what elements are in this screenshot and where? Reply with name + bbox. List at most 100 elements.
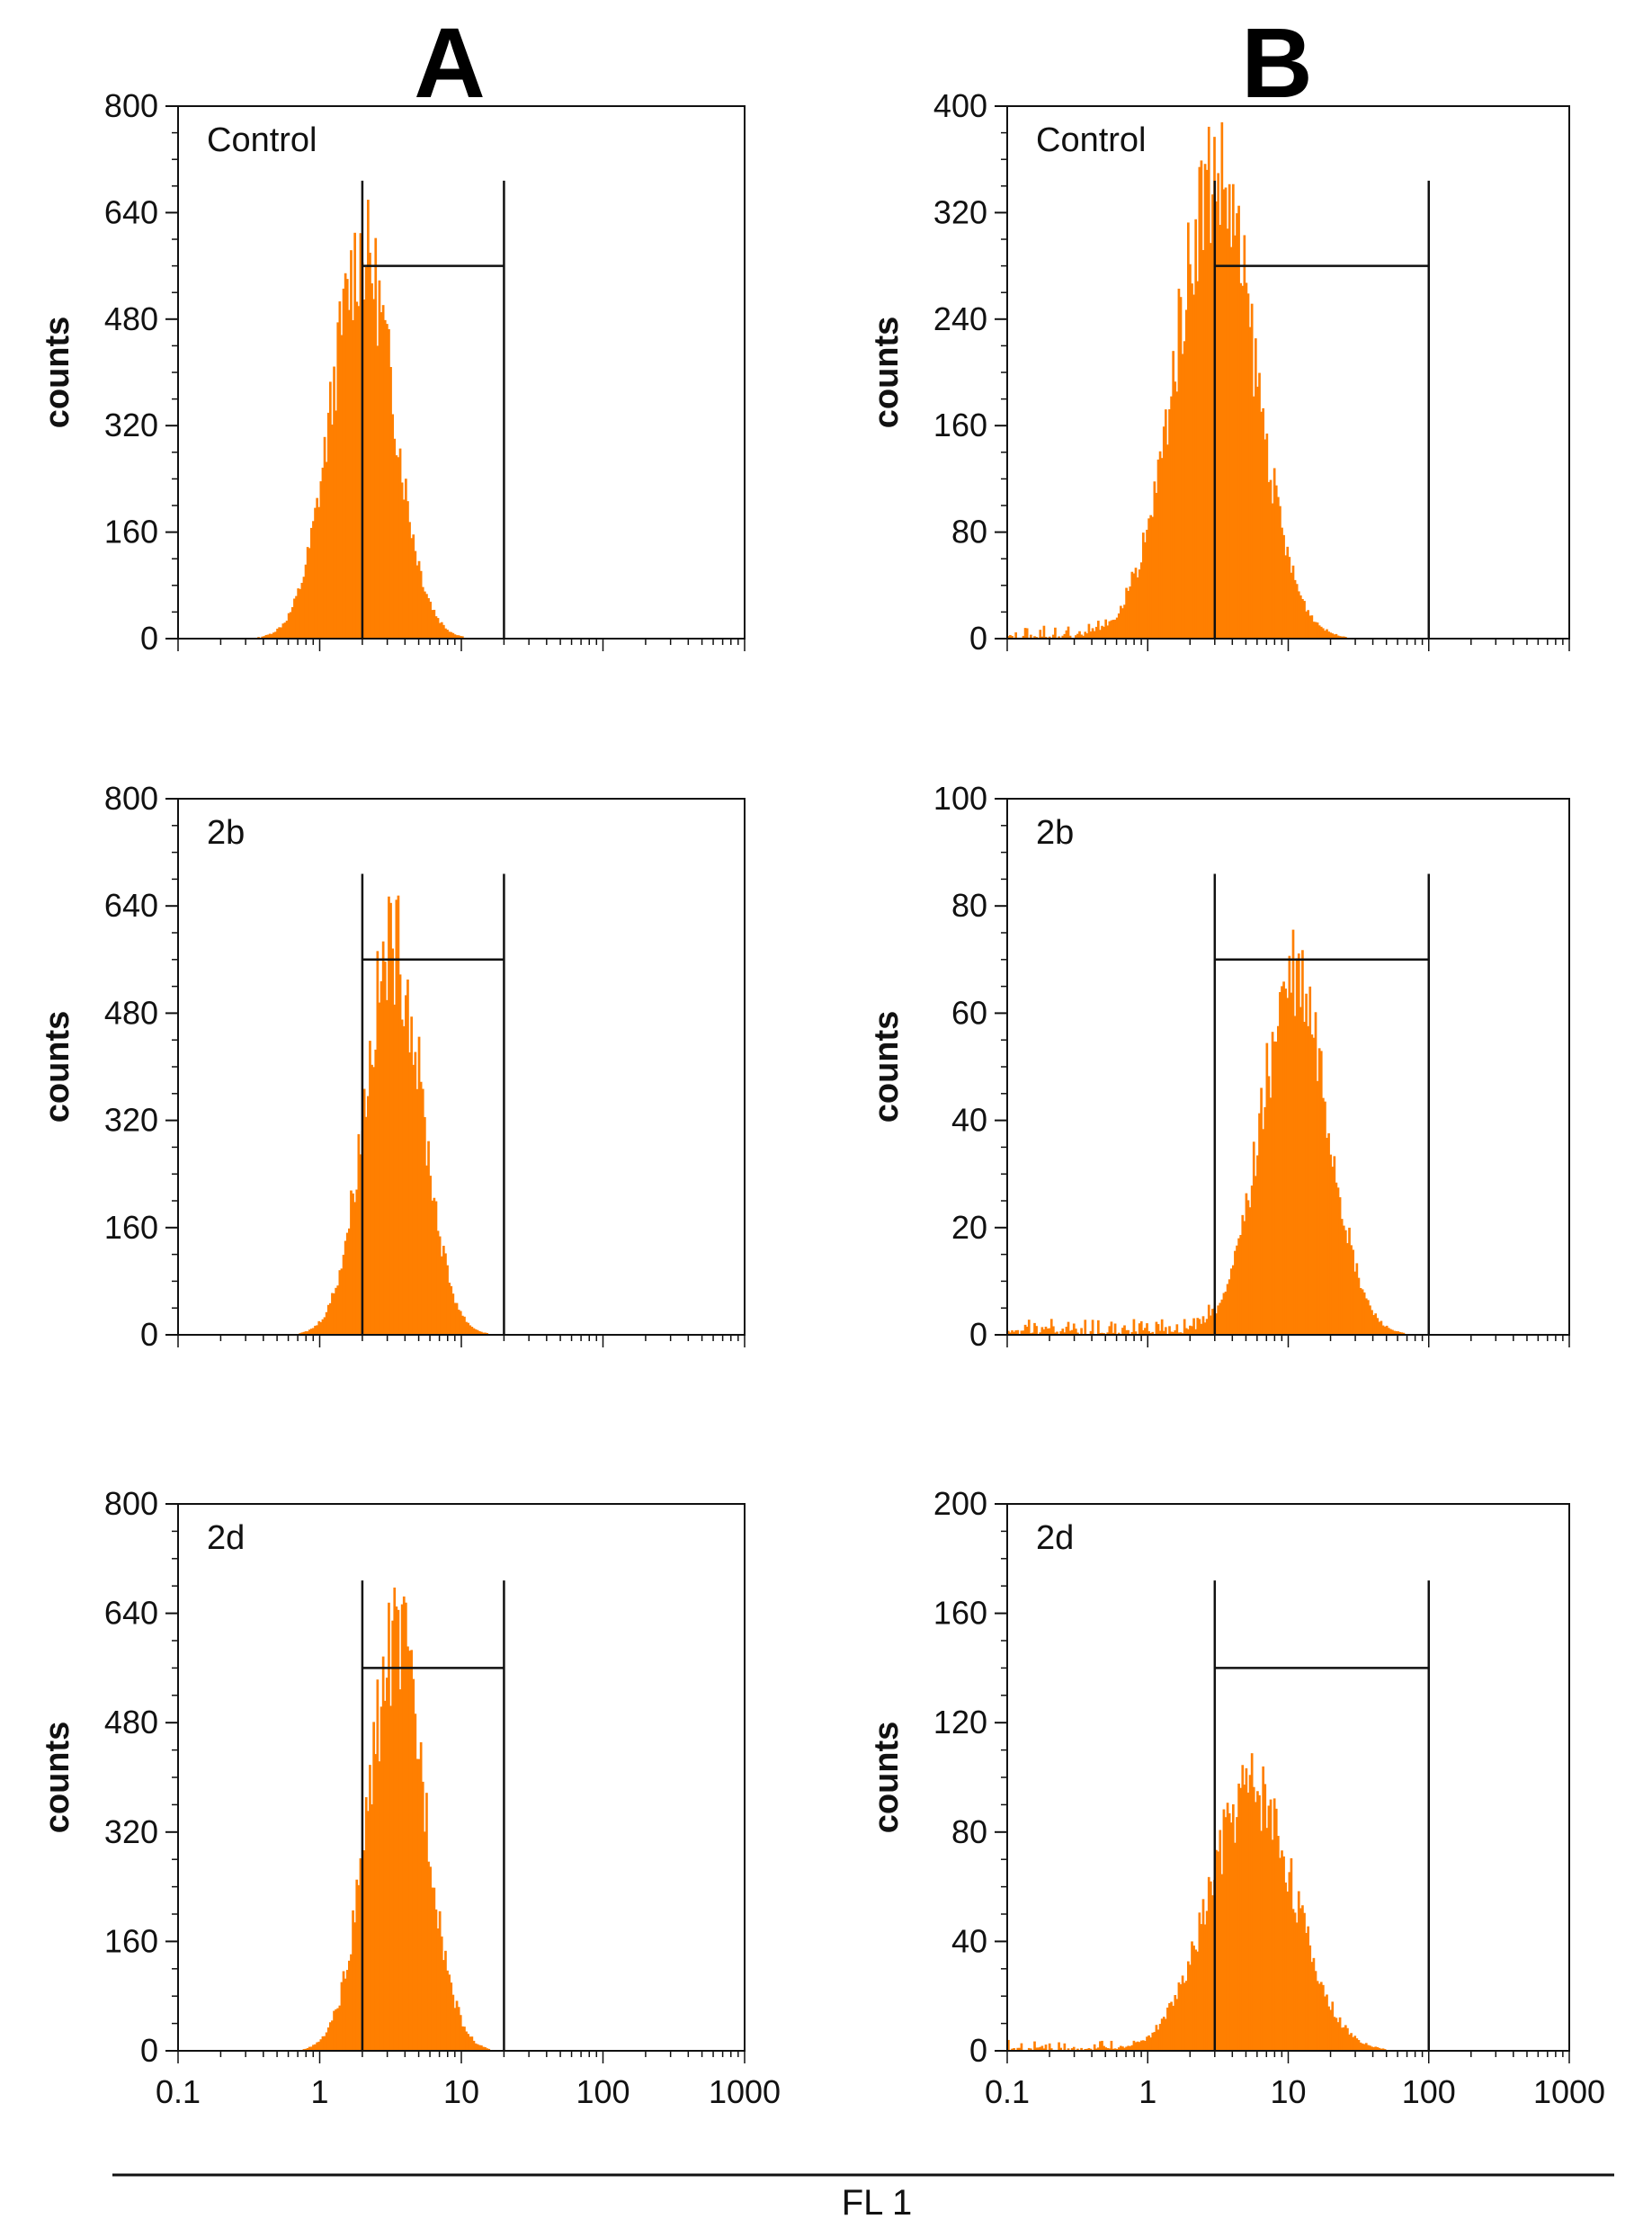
histogram-bar [1228,1279,1231,1335]
histogram-bar [364,266,368,639]
histogram-bar [1260,411,1263,639]
histogram-bar [268,633,272,639]
histogram-bar [1139,1320,1143,1335]
y-tick-label: 160 [104,1209,158,1246]
histogram-bar [397,895,400,1335]
histogram-bar [1269,1799,1272,2051]
histogram-bar [367,200,370,639]
histogram-bar [1248,1207,1252,1335]
y-tick-label: 800 [104,780,158,817]
y-tick-label: 0 [140,1316,158,1353]
histogram-bar [1087,623,1091,639]
histogram-bar [414,1051,417,1335]
histogram-bar [1103,2045,1105,2051]
histogram-bar [1327,631,1330,639]
histogram-bar [398,974,402,1335]
y-tick-label: 640 [104,193,158,230]
histogram-bar [1265,1042,1269,1335]
histogram-bar [1165,409,1167,639]
histogram-bar [1252,1786,1255,2051]
histogram-bar [276,628,279,639]
histogram-bar [1376,1318,1380,1335]
histogram-bar [1355,2038,1359,2051]
histogram-bar [1030,634,1032,639]
histogram-bar [338,301,342,639]
histogram-bar [444,628,447,639]
y-tick-label: 160 [104,514,158,550]
histogram-bar [372,1067,375,1335]
histogram-bar [1025,628,1029,639]
histogram-bar [1048,2043,1051,2051]
y-tick-label: 800 [104,1485,158,1522]
histogram-bar [1312,1037,1316,1335]
histogram-bar [1044,2045,1048,2051]
histogram-bar [1211,194,1214,639]
histogram-bar [1282,1856,1285,2051]
panel-label: 2b [207,814,245,852]
histogram-bar [1075,1329,1077,1335]
histogram-bar [1239,1787,1243,2051]
histogram-bar [342,1971,345,2051]
histogram-bar [1014,632,1018,639]
histogram-bar [446,630,449,639]
histogram-bar [1058,636,1060,639]
histogram-bar [1272,1041,1276,1335]
histogram-bar [1236,1245,1238,1335]
histogram-bar [386,1678,388,2051]
histogram-bar [450,1285,453,1335]
histogram-bar [1265,1828,1269,2051]
histogram-bar [1374,1313,1378,1335]
histogram-bar [412,1064,415,1335]
histogram-bar [272,632,275,639]
histogram-bar [1224,1291,1228,1335]
histogram-bar [1147,2035,1150,2051]
histogram-bar [352,1193,354,1335]
histogram-bar [1170,396,1173,639]
histogram-bar [1346,2027,1349,2051]
y-tick-label: 320 [933,193,987,230]
histogram-bar [434,1201,438,1335]
histogram-bar [331,1293,334,1335]
histogram-bar [1284,989,1288,1335]
histogram-bar [323,1317,326,1335]
histogram-bar [1113,619,1117,639]
histogram-bar [1011,2048,1014,2051]
histogram-bar [1250,303,1254,639]
histogram-bar [1022,635,1025,639]
histogram-bar [1291,1909,1295,2051]
histogram-bar [1307,1926,1310,2051]
histogram-bar [1151,516,1155,639]
histogram-bar [1274,485,1278,639]
histogram-bar [372,299,375,639]
histogram-bar [1048,636,1051,639]
histogram-bar [1160,1319,1164,1335]
histogram-bar [421,1781,424,2051]
histogram-bar [1299,1908,1302,2051]
histogram-bar [1172,2005,1175,2051]
histogram-bar [402,1596,406,2051]
y-tick-label: 0 [140,2032,158,2069]
histogram-bar [302,577,306,639]
histogram-bar [440,1936,443,2051]
histogram-bar [405,995,407,1335]
histogram-bar [1070,1329,1074,1335]
histogram-bar [1367,2045,1370,2051]
histogram-bar [1271,1839,1274,2051]
histogram-bar [1226,228,1229,640]
histogram-bar [1106,625,1110,639]
panel-label: 2d [1036,1519,1074,1557]
histogram-bar [1250,1186,1254,1335]
histogram-bar [1205,1910,1209,2051]
y-tick-label: 100 [933,780,987,817]
histogram-bar [1130,2045,1134,2051]
histogram-bar [1174,1329,1177,1335]
histogram-bar [400,482,404,639]
histogram-bar [312,2045,315,2051]
histogram-bar [1335,2018,1338,2051]
histogram-bar [1324,631,1326,639]
histogram-bar [1224,187,1228,640]
histogram-bar [1319,1051,1323,1335]
histogram-bar [1352,2036,1355,2051]
histogram-bar [1112,2048,1115,2051]
histogram-bar [317,2041,321,2051]
